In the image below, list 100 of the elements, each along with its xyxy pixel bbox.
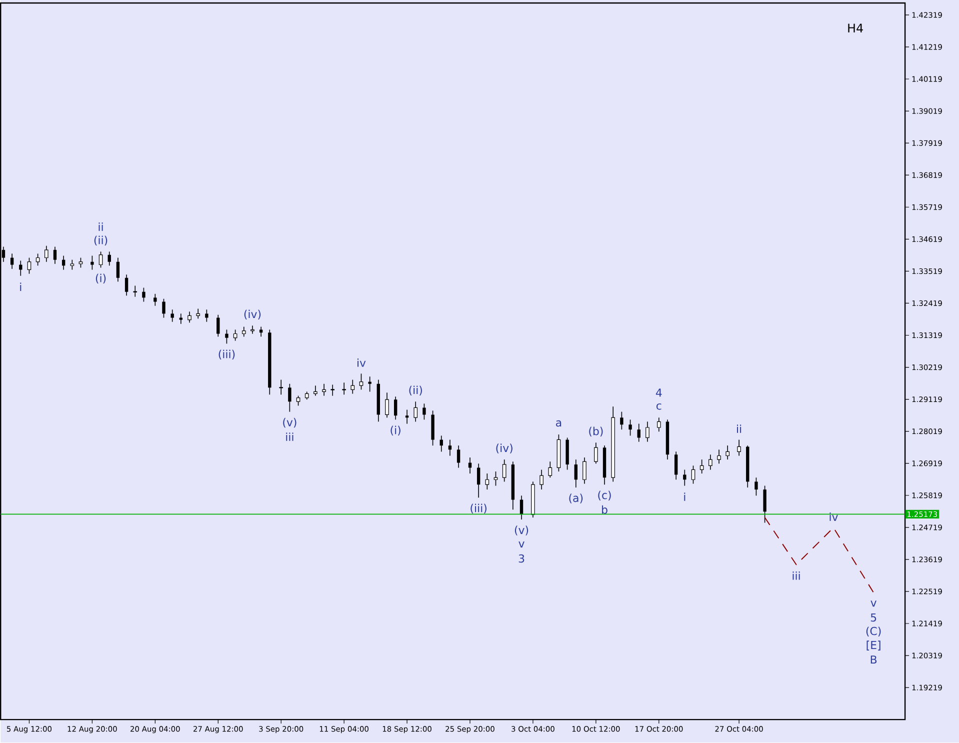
candlestick bbox=[359, 373, 364, 390]
candlestick bbox=[502, 459, 506, 482]
candlestick bbox=[279, 380, 283, 396]
candlestick bbox=[448, 440, 452, 456]
candlestick bbox=[296, 396, 300, 406]
candlestick bbox=[637, 424, 640, 442]
annotation: (ii) bbox=[94, 236, 108, 246]
candlestick bbox=[456, 445, 460, 468]
annotation: iii bbox=[792, 572, 800, 580]
candlestick bbox=[98, 251, 103, 268]
annotation: b bbox=[602, 506, 608, 514]
candlestick bbox=[737, 440, 741, 456]
candlestick bbox=[19, 260, 22, 276]
annotation: (iii) bbox=[470, 504, 486, 514]
candlestick bbox=[540, 470, 544, 490]
annotation: i bbox=[20, 282, 22, 292]
annotation: (iv) bbox=[244, 310, 261, 320]
candlestick bbox=[394, 396, 398, 420]
candlestick bbox=[674, 452, 678, 480]
candlestick bbox=[342, 382, 346, 396]
annotation: iv bbox=[358, 358, 366, 368]
annotation: (ii) bbox=[409, 386, 422, 396]
candlestick bbox=[548, 461, 552, 478]
candlestick bbox=[414, 401, 418, 422]
candlestick bbox=[53, 246, 57, 265]
candlestick bbox=[691, 465, 696, 484]
annotation: B bbox=[870, 656, 877, 664]
candlestick bbox=[628, 419, 632, 436]
candlestick bbox=[205, 309, 208, 322]
candlestick bbox=[582, 457, 586, 484]
candlestick bbox=[700, 459, 704, 474]
candlestick bbox=[646, 422, 650, 442]
candlestick bbox=[405, 410, 409, 424]
annotation: (a) bbox=[569, 494, 583, 504]
annotation: c bbox=[656, 404, 662, 410]
candlestick bbox=[494, 471, 498, 486]
candlestick bbox=[422, 403, 426, 420]
candlestick bbox=[225, 330, 228, 344]
annotation: a bbox=[556, 420, 562, 427]
annotation: (C) bbox=[866, 626, 881, 637]
candlestick bbox=[440, 435, 443, 452]
candlestick bbox=[162, 298, 166, 318]
candlestick bbox=[385, 392, 389, 418]
candlestick bbox=[188, 311, 192, 324]
annotation: (iv) bbox=[496, 444, 512, 454]
candlestick bbox=[708, 454, 712, 470]
annotation: ii bbox=[98, 222, 103, 232]
annotation: iii bbox=[286, 432, 294, 442]
candlestick bbox=[288, 384, 292, 412]
annotation: v bbox=[870, 600, 876, 607]
candlestick bbox=[90, 256, 94, 270]
annotation: 3 bbox=[518, 554, 524, 563]
annotation: v bbox=[518, 542, 524, 548]
candlestick bbox=[70, 260, 74, 270]
annotation: (v) bbox=[514, 526, 528, 536]
candlestick bbox=[233, 330, 238, 342]
candlestick bbox=[250, 325, 254, 334]
annotation: i bbox=[684, 492, 686, 502]
candlestick bbox=[683, 470, 686, 486]
candlestick bbox=[124, 274, 128, 296]
annotation: 5 bbox=[870, 614, 876, 622]
candlestick bbox=[717, 449, 721, 464]
annotation: iv bbox=[830, 512, 838, 522]
candlestick bbox=[476, 463, 480, 498]
annotation: (iii) bbox=[218, 350, 235, 360]
candlestick bbox=[485, 473, 490, 490]
annotation: [E] bbox=[866, 640, 880, 651]
candlestick bbox=[259, 326, 263, 338]
candlestick bbox=[763, 486, 766, 524]
candlestick bbox=[574, 459, 578, 488]
candlestick bbox=[330, 384, 335, 396]
candlestick bbox=[322, 384, 326, 396]
annotation: ii bbox=[737, 424, 742, 434]
candlestick bbox=[520, 495, 524, 520]
candlestick bbox=[216, 314, 220, 338]
annotation: (b) bbox=[589, 427, 603, 437]
candlestick bbox=[754, 477, 758, 496]
candlestick bbox=[314, 385, 318, 396]
annotation: 4 bbox=[656, 388, 662, 397]
candlestick bbox=[242, 326, 246, 338]
candlestick bbox=[108, 251, 111, 266]
candlestick bbox=[196, 308, 200, 320]
candlestick bbox=[368, 376, 372, 392]
annotation: (i) bbox=[390, 426, 400, 436]
candlestick bbox=[179, 313, 183, 324]
candlestick bbox=[468, 457, 472, 474]
candlestick bbox=[133, 286, 138, 298]
candlestick bbox=[27, 258, 32, 274]
candlestick bbox=[36, 254, 40, 266]
annotation: (v) bbox=[283, 418, 296, 428]
candlestick bbox=[44, 246, 48, 262]
annotation: (i) bbox=[96, 274, 106, 284]
candlestick bbox=[142, 288, 146, 302]
annotation: H4 bbox=[848, 24, 863, 33]
candlestick bbox=[116, 258, 120, 282]
candlestick bbox=[350, 380, 355, 394]
candlestick bbox=[170, 309, 174, 322]
annotation: (c) bbox=[598, 490, 611, 501]
candlestick bbox=[620, 412, 624, 430]
candlestick bbox=[154, 294, 157, 306]
